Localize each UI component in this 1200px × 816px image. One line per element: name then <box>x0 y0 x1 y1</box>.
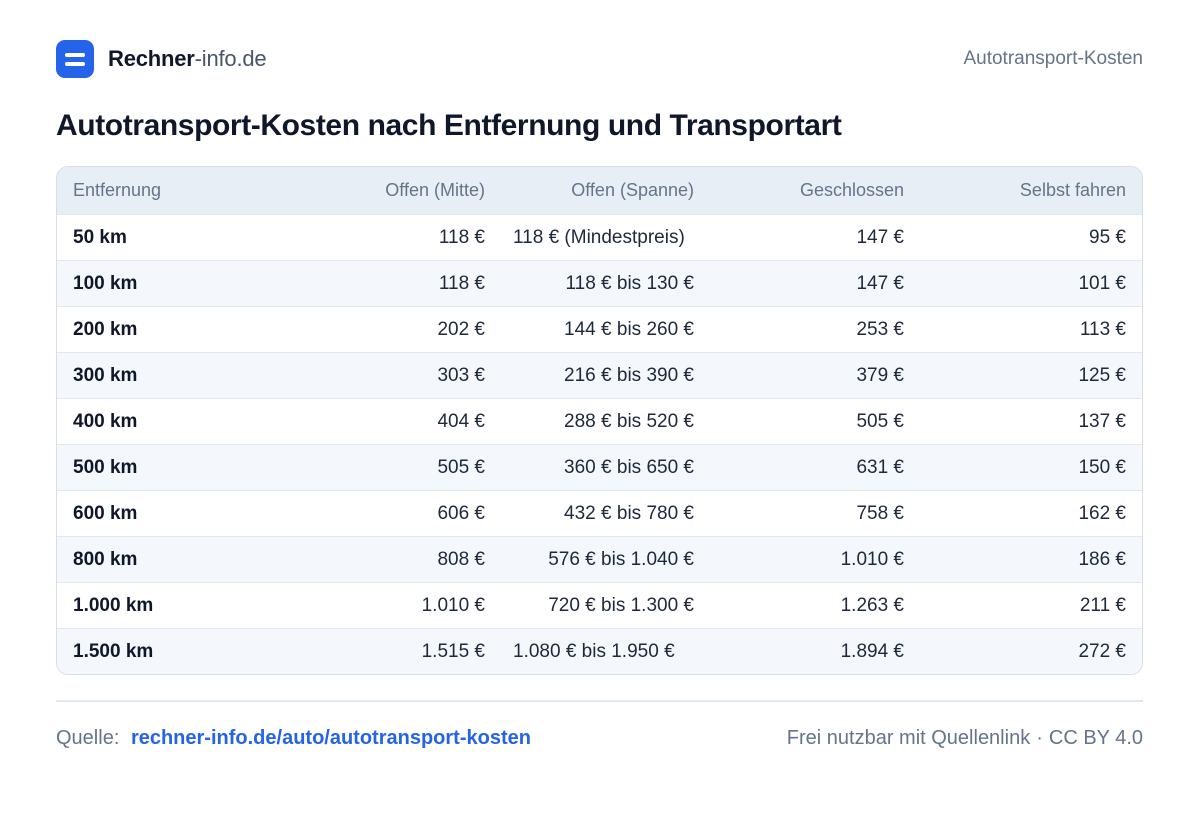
column-header: Geschlossen <box>710 167 920 215</box>
table-cell: 118 € <box>287 214 501 261</box>
table-cell: 808 € <box>287 536 501 583</box>
table-row: 200 km 202 €144 € bis 260 €253 €113 € <box>57 306 1142 353</box>
table-cell: 379 € <box>710 352 920 399</box>
table-cell: 606 € <box>287 490 501 537</box>
table-cell: 113 € <box>920 306 1142 353</box>
table-cell: 1.010 € <box>287 582 501 629</box>
source-label: Quelle: <box>56 727 120 749</box>
table-cell: 600 km <box>57 490 287 537</box>
table-cell: 1.000 km <box>57 582 287 629</box>
table-cell: 505 € <box>710 398 920 445</box>
table-cell: 303 € <box>287 352 501 399</box>
header-page-label: Autotransport-Kosten <box>963 48 1143 69</box>
table-row: 800 km 808 €576 € bis 1.040 €1.010 €186 € <box>57 536 1142 583</box>
table-cell: 576 € bis 1.040 € <box>501 536 710 583</box>
table-row: 300 km 303 €216 € bis 390 €379 €125 € <box>57 352 1142 399</box>
column-header: Entfernung <box>57 167 287 215</box>
table-cell: 400 km <box>57 398 287 445</box>
table-row: 100 km 118 €118 € bis 130 €147 €101 € <box>57 260 1142 307</box>
table-cell: 147 € <box>710 214 920 261</box>
table-cell: 147 € <box>710 260 920 307</box>
brand-name-bold: Rechner <box>108 46 195 71</box>
table-cell: 162 € <box>920 490 1142 537</box>
source: Quelle: rechner-info.de/auto/autotranspo… <box>56 727 531 750</box>
table-cell: 505 € <box>287 444 501 491</box>
table-cell: 1.263 € <box>710 582 920 629</box>
table-cell: 137 € <box>920 398 1142 445</box>
brand-name: Rechner-info.de <box>108 46 267 72</box>
logo-icon <box>56 40 94 78</box>
brand-name-rest: -info.de <box>194 46 267 71</box>
table-row: 600 km 606 €432 € bis 780 €758 €162 € <box>57 490 1142 537</box>
table-cell: 101 € <box>920 260 1142 307</box>
table-cell: 432 € bis 780 € <box>501 490 710 537</box>
table-row: 400 km 404 €288 € bis 520 €505 €137 € <box>57 398 1142 445</box>
page-title: Autotransport-Kosten nach Entfernung und… <box>56 109 842 142</box>
table-cell: 1.894 € <box>710 628 920 674</box>
table-cell: 125 € <box>920 352 1142 399</box>
table-cell: 288 € bis 520 € <box>501 398 710 445</box>
table-cell: 50 km <box>57 214 287 261</box>
source-link[interactable]: rechner-info.de/auto/autotransport-koste… <box>130 727 531 749</box>
table-cell: 211 € <box>920 582 1142 629</box>
cost-table: Entfernung Offen (Mitte) Offen (Spanne) … <box>57 167 1142 674</box>
table-row: 500 km 505 €360 € bis 650 €631 €150 € <box>57 444 1142 491</box>
table-cell: 118 € bis 130 € <box>501 260 710 307</box>
table-cell: 253 € <box>710 306 920 353</box>
table-cell: 404 € <box>287 398 501 445</box>
table-cell: 1.515 € <box>287 628 501 674</box>
table-cell: 1.010 € <box>710 536 920 583</box>
table-cell: 1.500 km <box>57 628 287 674</box>
table-cell: 100 km <box>57 260 287 307</box>
table-cell: 150 € <box>920 444 1142 491</box>
table-row: 1.500 km 1.515 €1.080 € bis 1.950 €1.894 … <box>57 628 1142 674</box>
separator: · <box>1036 727 1043 749</box>
table-cell: 272 € <box>920 628 1142 674</box>
divider <box>56 700 1143 702</box>
license-name: CC BY 4.0 <box>1048 727 1143 749</box>
table-cell: 800 km <box>57 536 287 583</box>
table-cell: 95 € <box>920 214 1142 261</box>
table-body: 50 km 118 €118 € (Mindestpreis) 147 €95 €1… <box>57 214 1142 674</box>
table-cell: 118 € <box>287 260 501 307</box>
table-row: 1.000 km 1.010 €720 € bis 1.300 €1.263 €2… <box>57 582 1142 629</box>
license-text: Frei nutzbar mit Quellenlink <box>786 727 1031 749</box>
column-header: Offen (Mitte) <box>287 167 501 215</box>
table-cell: 216 € bis 390 € <box>501 352 710 399</box>
column-header: Offen (Spanne) <box>501 167 710 215</box>
column-header: Selbst fahren <box>920 167 1142 215</box>
table-cell: 1.080 € bis 1.950 € <box>501 628 710 674</box>
cost-table-container: Entfernung Offen (Mitte) Offen (Spanne) … <box>56 166 1143 675</box>
page: Rechner-info.de Autotransport-Kosten Aut… <box>56 40 1143 750</box>
table-cell: 360 € bis 650 € <box>501 444 710 491</box>
table-cell: 631 € <box>710 444 920 491</box>
table-cell: 186 € <box>920 536 1142 583</box>
footer: Quelle: rechner-info.de/auto/autotranspo… <box>56 727 1143 750</box>
table-cell: 500 km <box>57 444 287 491</box>
license-info: Frei nutzbar mit Quellenlink · CC BY 4.0 <box>787 727 1143 750</box>
table-cell: 300 km <box>57 352 287 399</box>
table-cell: 720 € bis 1.300 € <box>501 582 710 629</box>
table-cell: 202 € <box>287 306 501 353</box>
table-header-row: Entfernung Offen (Mitte) Offen (Spanne) … <box>57 167 1142 215</box>
table-cell: 118 € (Mindestpreis) <box>501 214 710 261</box>
brand[interactable]: Rechner-info.de <box>56 40 267 78</box>
table-row: 50 km 118 €118 € (Mindestpreis) 147 €95 € <box>57 214 1142 261</box>
table-cell: 758 € <box>710 490 920 537</box>
table-cell: 144 € bis 260 € <box>501 306 710 353</box>
table-cell: 200 km <box>57 306 287 353</box>
site-header: Rechner-info.de Autotransport-Kosten <box>56 40 1143 78</box>
